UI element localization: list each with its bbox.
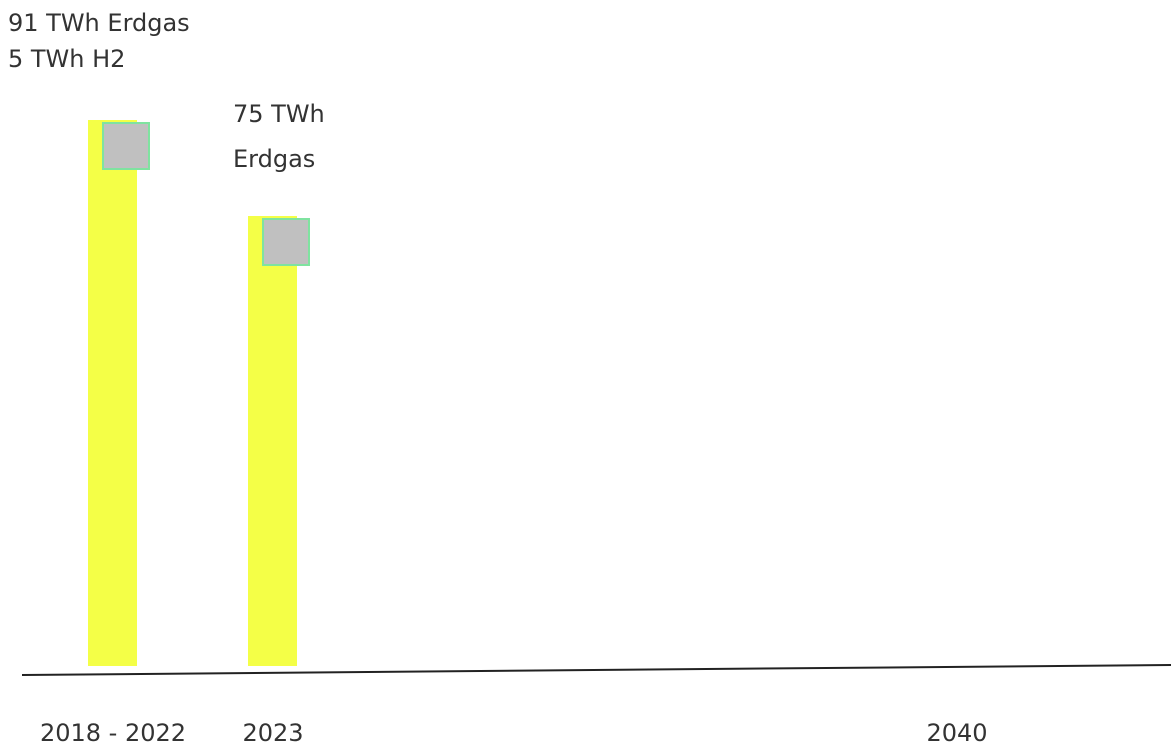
grey-square [262,218,310,266]
bar [88,120,137,666]
x-tick-label: 2040 [926,719,987,747]
annotation: 91 TWh Erdgas [8,9,190,37]
annotation: 5 TWh H2 [8,45,125,73]
x-tick-label: 2018 - 2022 [40,719,186,747]
x-axis-line [21,664,1171,676]
annotation: Erdgas [233,145,315,173]
grey-square [102,122,150,170]
bar [248,216,297,666]
annotation: 75 TWh [233,100,325,128]
x-tick-label: 2023 [242,719,303,747]
